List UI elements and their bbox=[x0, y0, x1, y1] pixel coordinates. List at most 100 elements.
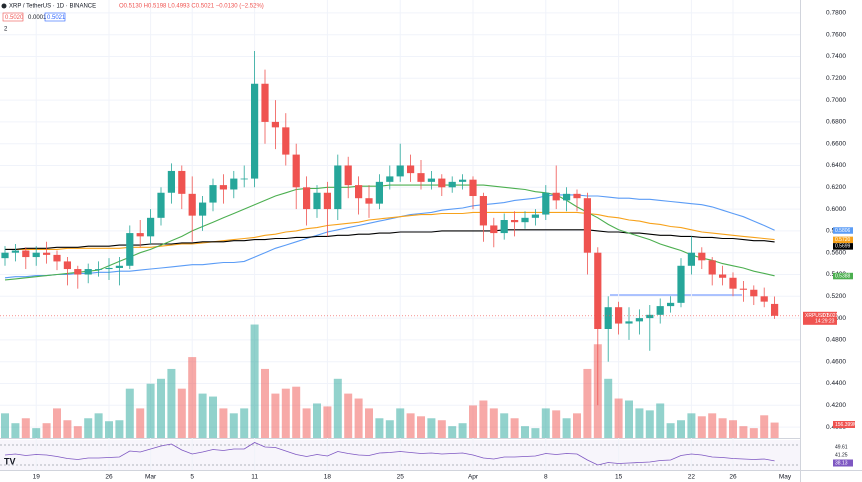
y-tick-label: 0.7400 bbox=[826, 53, 846, 60]
candle-body bbox=[261, 83, 269, 122]
volume-bar bbox=[510, 418, 519, 438]
candle-body bbox=[677, 265, 685, 303]
volume-bar bbox=[645, 410, 654, 438]
x-tick-label: 18 bbox=[324, 474, 332, 481]
rsi-label: 41.25 bbox=[835, 452, 848, 458]
volume-bar bbox=[209, 396, 217, 438]
volume-label: 156.399M bbox=[835, 422, 857, 428]
volume-bar bbox=[479, 400, 488, 438]
volume-bar bbox=[677, 420, 685, 438]
volume-bar bbox=[42, 423, 51, 438]
candle-body bbox=[188, 193, 196, 216]
volume-bar bbox=[573, 413, 581, 438]
candle-body bbox=[511, 220, 519, 223]
x-tick-label: Apr bbox=[468, 474, 479, 481]
volume-bar bbox=[396, 408, 405, 438]
bid-box[interactable] bbox=[2, 12, 24, 22]
ma-label-box bbox=[833, 236, 853, 244]
y-tick-label: 0.7200 bbox=[826, 75, 846, 82]
x-tick-label: Mar bbox=[145, 474, 157, 481]
candle-body bbox=[427, 178, 435, 182]
x-tick-label: 8 bbox=[544, 474, 548, 481]
price-label-value: 0.5021 bbox=[823, 313, 839, 319]
volume-bar bbox=[739, 426, 748, 438]
candle-body bbox=[344, 165, 352, 186]
volume-bar bbox=[500, 413, 509, 438]
candle-body bbox=[375, 181, 383, 204]
volume-bar bbox=[354, 398, 363, 438]
volume-bar bbox=[697, 416, 706, 438]
volume-bar bbox=[146, 383, 155, 438]
candle-body bbox=[708, 260, 716, 275]
volume-bar bbox=[344, 393, 353, 438]
x-tick-label: 26 bbox=[729, 474, 737, 481]
volume-bar bbox=[365, 408, 373, 438]
volume-bar bbox=[666, 423, 675, 438]
price-label-box bbox=[803, 311, 837, 325]
volume-bar bbox=[541, 408, 550, 438]
candle-body bbox=[479, 196, 487, 226]
legend: XRP / TetherUS · 1D · BINANCE O0.5130 H0… bbox=[1, 3, 264, 33]
volume-bar bbox=[281, 388, 290, 438]
volume-bar bbox=[583, 368, 592, 438]
y-tick-label: 0.7000 bbox=[826, 97, 846, 104]
candle-body bbox=[95, 269, 103, 270]
ma-label-value: 0.5806 bbox=[835, 228, 851, 234]
volume-bar bbox=[427, 418, 436, 438]
volume-bar bbox=[292, 386, 301, 438]
candle-body bbox=[417, 173, 425, 182]
candle-body bbox=[11, 250, 19, 253]
y-tick-label: 0.4800 bbox=[826, 337, 846, 344]
volume-bar bbox=[32, 428, 41, 438]
volume-bar bbox=[333, 378, 342, 438]
ma-label-value: 0.5720 bbox=[835, 237, 851, 243]
ask-box[interactable] bbox=[44, 12, 66, 22]
volume-bar bbox=[385, 420, 394, 438]
volume-bar bbox=[635, 408, 644, 438]
candle-body bbox=[771, 303, 779, 316]
volume-bar bbox=[313, 403, 321, 438]
volume-bar bbox=[406, 413, 415, 438]
candle-body bbox=[199, 202, 207, 216]
volume-bar bbox=[770, 422, 779, 438]
candle-body bbox=[531, 214, 539, 218]
x-tick-label: 11 bbox=[251, 474, 258, 481]
candle-body bbox=[105, 267, 113, 270]
volume-bar bbox=[437, 420, 446, 438]
candle-body bbox=[147, 217, 155, 237]
candle-body bbox=[407, 165, 415, 174]
volume-bar bbox=[489, 408, 498, 438]
candle-body bbox=[355, 185, 363, 199]
volume-bar bbox=[604, 378, 613, 438]
volume-bar bbox=[84, 418, 93, 438]
ma-label-box bbox=[833, 243, 853, 250]
volume-bar bbox=[469, 405, 477, 438]
candle-body bbox=[698, 252, 706, 261]
x-tick-label: May bbox=[779, 474, 792, 481]
ma-label-box bbox=[833, 272, 853, 280]
volume-bar bbox=[219, 408, 228, 438]
volume-bar bbox=[323, 406, 332, 438]
candle-body bbox=[53, 254, 61, 262]
indicator-toggle[interactable]: 2 bbox=[4, 27, 8, 33]
symbol-title: XRP / TetherUS · 1D · BINANCE bbox=[9, 4, 96, 10]
volume-bar bbox=[1, 413, 9, 438]
volume-bar bbox=[656, 403, 665, 438]
candle-body bbox=[334, 165, 342, 210]
volume-bar bbox=[136, 408, 145, 438]
candle-body bbox=[167, 170, 175, 193]
candle-body bbox=[115, 265, 123, 268]
y-tick-label: 0.4200 bbox=[826, 402, 846, 409]
volume-bar bbox=[614, 398, 623, 438]
volume-bar bbox=[521, 426, 529, 438]
candle-body bbox=[157, 192, 165, 218]
volume-bar bbox=[271, 393, 280, 438]
volume-bar bbox=[11, 423, 20, 438]
spread-value: 0.0001 bbox=[28, 15, 47, 21]
price-label-time: 14:29:23 bbox=[815, 319, 835, 325]
volume-bar bbox=[229, 413, 238, 438]
moving-average-line bbox=[4, 194, 775, 279]
